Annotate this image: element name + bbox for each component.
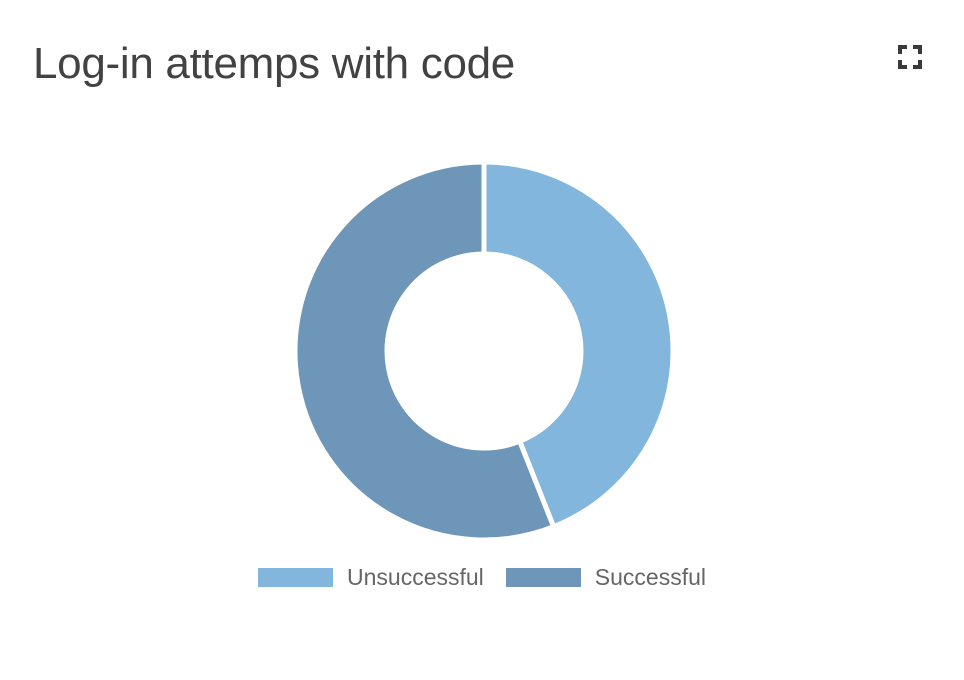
fullscreen-icon[interactable] [894,41,926,73]
legend-swatch [505,567,581,587]
donut-chart [292,159,676,543]
chart-legend: Unsuccessful Successful [0,562,964,592]
donut-slice-successful[interactable] [292,159,557,543]
donut-slice-unsuccessful[interactable] [481,159,676,530]
legend-item-successful[interactable]: Successful [505,563,706,591]
legend-label: Successful [594,563,706,590]
legend-item-unsuccessful[interactable]: Unsuccessful [258,564,484,591]
chart-title: Log-in attemps with code [33,39,515,88]
legend-swatch [258,567,333,587]
legend-label: Unsuccessful [347,563,484,590]
